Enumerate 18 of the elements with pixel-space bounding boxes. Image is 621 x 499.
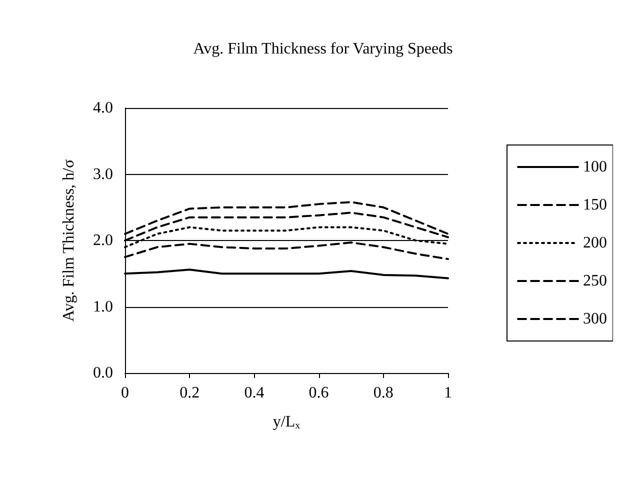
y-axis-title: Avg. Film Thickness, h/σ — [60, 159, 78, 322]
legend-label: 150 — [583, 196, 607, 214]
y-tick-label: 1.0 — [93, 298, 113, 316]
x-tick-label: 1 — [444, 384, 452, 402]
legend-label: 100 — [583, 158, 607, 176]
x-tick-label: 0.2 — [180, 384, 200, 402]
x-tick-label: 0 — [121, 384, 129, 402]
y-tick-label: 3.0 — [93, 166, 113, 183]
chart-title: Avg. Film Thickness for Varying Speeds — [193, 40, 453, 58]
x-tick-label: 0.6 — [308, 384, 329, 402]
x-tick-label: 0.4 — [244, 384, 264, 402]
legend-label: 300 — [583, 310, 607, 328]
y-tick-label: 2.0 — [93, 232, 113, 249]
legend-label: 250 — [583, 272, 607, 290]
x-tick-label: 0.8 — [373, 384, 394, 402]
y-tick-label: 4.0 — [93, 100, 113, 116]
legend-label: 200 — [583, 234, 607, 252]
y-tick-label: 0.0 — [93, 364, 113, 382]
